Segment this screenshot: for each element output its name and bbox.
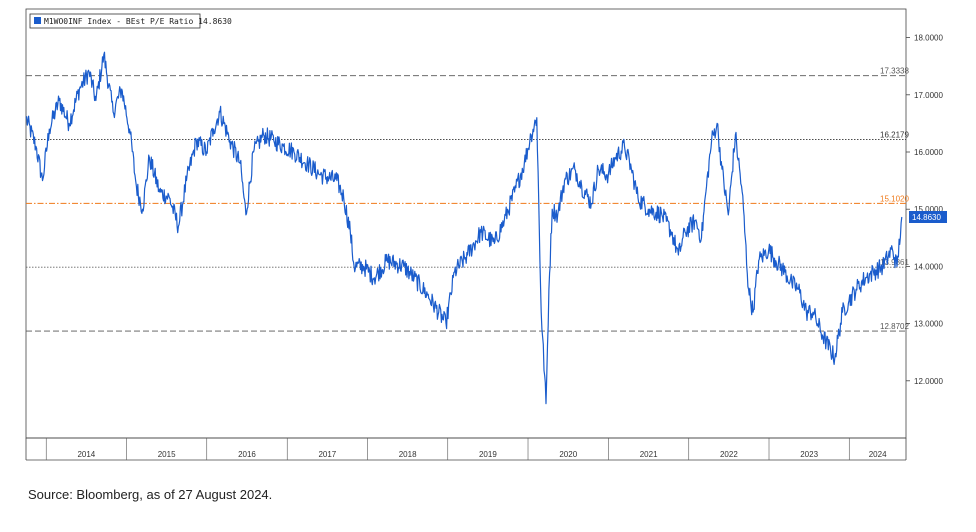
reference-line-label: 17.3338 (880, 67, 909, 76)
source-note: Source: Bloomberg, as of 27 August 2024. (28, 487, 273, 502)
x-tick-label: 2014 (77, 450, 95, 459)
x-axis-ticks: 2014 2015 2016 2017 2018 2019 2020 2021 2022 2023… (45, 438, 887, 460)
y-tick-label: 12.0000 (914, 377, 943, 386)
x-tick-label: 2021 (640, 450, 658, 459)
y-axis-ticks: 18.0000 17.0000 16.0000 15.0000 14.0000 13.00… (906, 34, 943, 386)
last-value-tag: 14.8630 (909, 211, 947, 223)
last-value-box (909, 211, 947, 223)
x-tick-label: 2016 (238, 450, 256, 459)
reference-line-label: 15.1020 (880, 194, 909, 203)
x-tick-label: 2022 (720, 450, 738, 459)
y-tick-label: 13.0000 (914, 320, 943, 329)
reference-line-label: 16.2179 (880, 131, 909, 140)
x-tick-label: 2015 (158, 450, 176, 459)
y-tick-label: 18.0000 (914, 34, 943, 43)
series-line (25, 51, 903, 405)
y-tick-label: 17.0000 (914, 91, 943, 100)
series-line-group (25, 51, 903, 405)
x-tick-label: 2017 (318, 450, 336, 459)
legend-box (29, 13, 201, 29)
legend: M1WO0INF Index - BEst P/E Ratio 14.8630 (29, 13, 232, 29)
plot-border (25, 8, 907, 439)
y-tick-label: 14.0000 (914, 262, 943, 271)
reference-line-label: 12.8702 (880, 322, 909, 331)
legend-label: M1WO0INF Index - BEst P/E Ratio 14.8630 (44, 17, 232, 26)
legend-swatch (34, 17, 41, 24)
last-value-label: 14.8630 (912, 213, 941, 222)
x-tick-label: 2023 (800, 450, 818, 459)
y-tick-label: 15.0000 (914, 205, 943, 214)
y-tick-label: 16.0000 (914, 148, 943, 157)
x-tick-label: 2024 (869, 450, 887, 459)
x-tick-label: 2019 (479, 450, 497, 459)
x-tick-label: 2020 (559, 450, 577, 459)
x-tick-label: 2018 (399, 450, 417, 459)
